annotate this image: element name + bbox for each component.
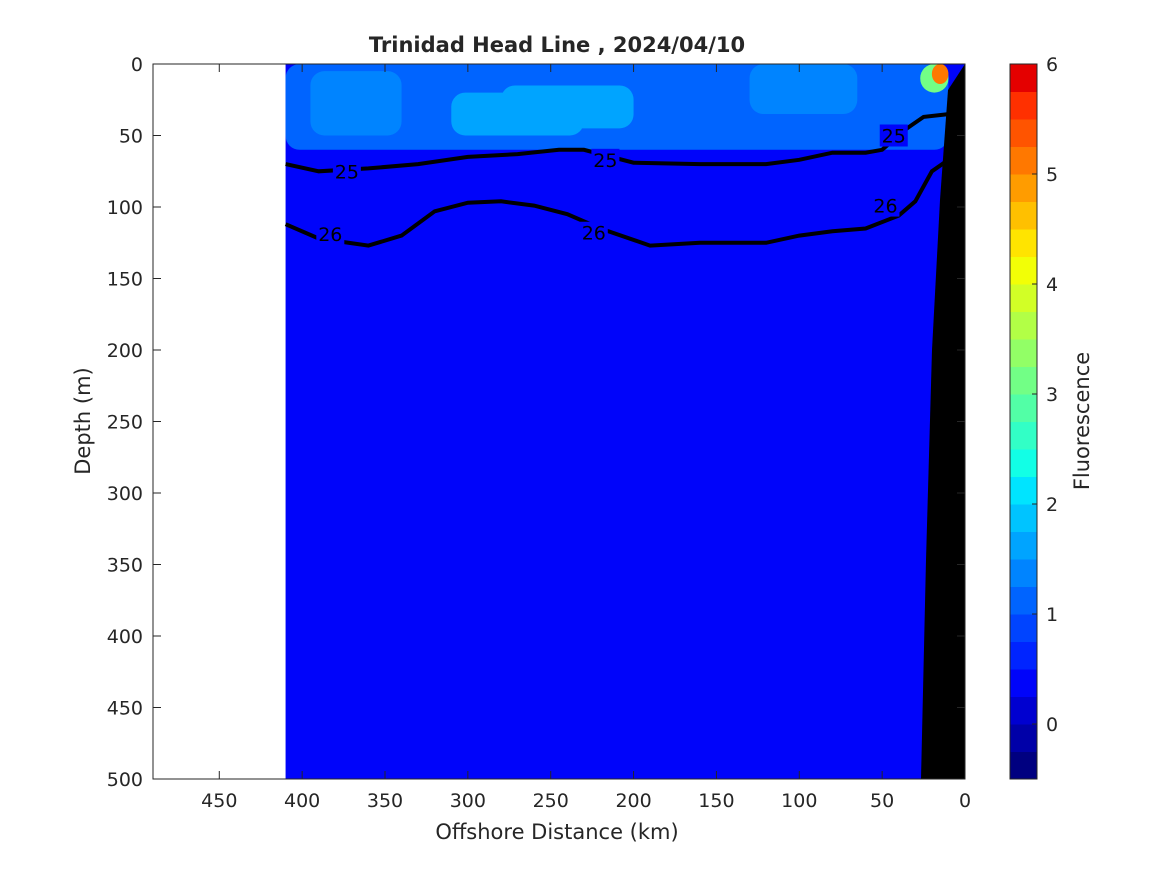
x-tick-label: 50 <box>870 790 894 812</box>
colorbar-swatch <box>1010 394 1037 422</box>
contour-label: 26 <box>582 223 606 245</box>
colorbar-swatch <box>1010 311 1037 340</box>
y-tick-label: 450 <box>107 698 143 720</box>
plot-area: 25 25 25 26 26 26 <box>284 64 965 779</box>
colorbar-swatch <box>1010 146 1037 175</box>
contour-label: 26 <box>873 196 897 218</box>
colorbar-tick-label: 1 <box>1046 604 1058 626</box>
contour-label-bg <box>316 223 345 246</box>
contour-label-bg <box>579 221 608 244</box>
contour-label-bg <box>871 194 900 217</box>
contour-label-bg <box>591 148 620 171</box>
colorbar-label: Fluorescence <box>1070 352 1094 490</box>
x-tick-label: 100 <box>781 790 817 812</box>
colorbar-swatch <box>1010 559 1037 587</box>
colorbar-tick-label: 3 <box>1046 384 1058 406</box>
colorbar-swatch <box>1010 91 1037 120</box>
contour-label: 26 <box>318 224 342 246</box>
colorbar-swatch <box>1010 64 1037 92</box>
y-tick-label: 0 <box>131 54 143 76</box>
colorbar-swatch <box>1010 201 1037 230</box>
colorbar-swatch <box>1010 256 1037 285</box>
colorbar-tick-label: 0 <box>1046 714 1058 736</box>
colorbar-swatch <box>1010 641 1037 670</box>
isopycnal-26 <box>284 158 950 248</box>
y-tick-label: 250 <box>107 412 143 434</box>
x-tick-label: 400 <box>284 790 320 812</box>
fluorescence-patch <box>501 85 634 129</box>
colorbar-swatch <box>1010 751 1037 780</box>
colorbar-tick-label: 2 <box>1046 494 1058 516</box>
colorbar-tick-label: 6 <box>1046 54 1058 76</box>
colorbar-swatch <box>1010 449 1037 477</box>
x-tick-label: 200 <box>615 790 651 812</box>
contour-label-bg <box>879 124 908 147</box>
chart-title: Trinidad Head Line , 2024/04/10 <box>369 33 745 57</box>
x-axis-label: Offshore Distance (km) <box>435 820 678 844</box>
colorbar-swatch <box>1010 669 1037 697</box>
fluorescence-patch <box>749 64 858 115</box>
colorbar-swatch <box>1010 586 1037 615</box>
contour-label-bg <box>332 160 361 183</box>
colorbar-swatch <box>1010 339 1037 367</box>
x-tick-label: 150 <box>698 790 734 812</box>
colorbar-swatch <box>1010 174 1037 202</box>
colorbar-swatch <box>1010 119 1037 147</box>
colorbar-swatch <box>1010 614 1037 642</box>
colorbar-tick-label: 4 <box>1046 274 1058 296</box>
colorbar-swatch <box>1010 284 1037 312</box>
bathymetry-shelf <box>921 64 965 779</box>
y-tick-label: 50 <box>119 126 143 148</box>
contour-label: 25 <box>335 161 359 183</box>
fluorescence-patch <box>931 64 949 85</box>
contour-label: 25 <box>593 150 617 172</box>
y-tick-label: 400 <box>107 626 143 648</box>
contour-labels: 25 25 25 26 26 26 <box>316 124 908 246</box>
y-tick-label: 350 <box>107 555 143 577</box>
contour-label: 25 <box>882 126 906 148</box>
y-axis: 0 50 100 150 200 250 300 350 400 450 500 <box>107 54 965 791</box>
y-axis-label: Depth (m) <box>71 367 95 474</box>
y-tick-label: 500 <box>107 769 143 791</box>
x-tick-label: 0 <box>959 790 971 812</box>
fluorescence-patch <box>310 71 402 136</box>
y-tick-label: 300 <box>107 483 143 505</box>
colorbar-swatch <box>1010 229 1037 257</box>
y-tick-label: 150 <box>107 269 143 291</box>
y-tick-label: 200 <box>107 340 143 362</box>
x-tick-label: 350 <box>367 790 403 812</box>
field-background <box>285 64 965 779</box>
colorbar-swatch <box>1010 696 1037 725</box>
colorbar-swatch <box>1010 421 1037 450</box>
colorbar-swatch <box>1010 531 1037 560</box>
colorbar-swatch <box>1010 366 1037 395</box>
colorbar-swatch <box>1010 504 1037 532</box>
x-tick-label: 450 <box>201 790 237 812</box>
colorbar-frame <box>1009 63 1038 780</box>
colorbar-tick-label: 5 <box>1046 164 1058 186</box>
fluorescence-field <box>285 64 965 779</box>
y-tick-label: 100 <box>107 197 143 219</box>
colorbar: 0 1 2 3 4 5 6 <box>1009 54 1058 780</box>
colorbar-swatch <box>1010 476 1037 505</box>
x-tick-label: 300 <box>450 790 486 812</box>
colorbar-swatch <box>1010 724 1037 752</box>
x-tick-label: 250 <box>533 790 569 812</box>
x-axis: 450 400 350 300 250 200 150 100 50 0 <box>201 64 971 812</box>
